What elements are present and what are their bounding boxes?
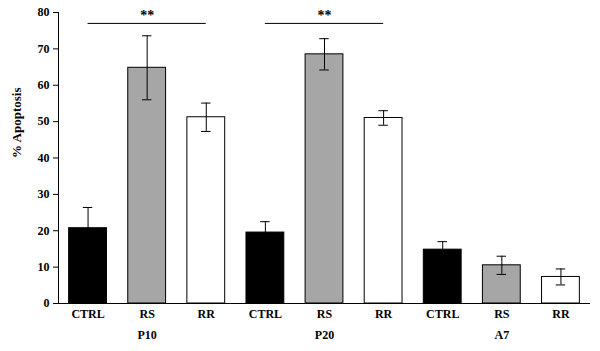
svg-text:30: 30 xyxy=(38,187,50,201)
svg-text:10: 10 xyxy=(38,260,50,274)
svg-text:60: 60 xyxy=(38,78,50,92)
svg-text:% Apoptosis: % Apoptosis xyxy=(9,88,24,158)
svg-text:20: 20 xyxy=(38,224,50,238)
svg-text:CTRL: CTRL xyxy=(71,307,104,321)
svg-text:RR: RR xyxy=(198,307,216,321)
svg-text:0: 0 xyxy=(44,296,50,310)
svg-text:P10: P10 xyxy=(137,328,156,342)
svg-text:RR: RR xyxy=(375,307,393,321)
svg-text:**: ** xyxy=(140,8,154,23)
svg-text:70: 70 xyxy=(38,42,50,56)
svg-text:**: ** xyxy=(318,8,332,23)
svg-text:CTRL: CTRL xyxy=(426,307,459,321)
svg-text:CTRL: CTRL xyxy=(249,307,282,321)
svg-text:RR: RR xyxy=(552,307,570,321)
svg-text:P20: P20 xyxy=(315,328,334,342)
svg-text:A7: A7 xyxy=(494,328,509,342)
svg-text:40: 40 xyxy=(38,151,50,165)
svg-text:RS: RS xyxy=(494,307,510,321)
svg-text:80: 80 xyxy=(38,5,50,19)
svg-text:RS: RS xyxy=(139,307,155,321)
svg-text:RS: RS xyxy=(317,307,333,321)
svg-text:50: 50 xyxy=(38,114,50,128)
